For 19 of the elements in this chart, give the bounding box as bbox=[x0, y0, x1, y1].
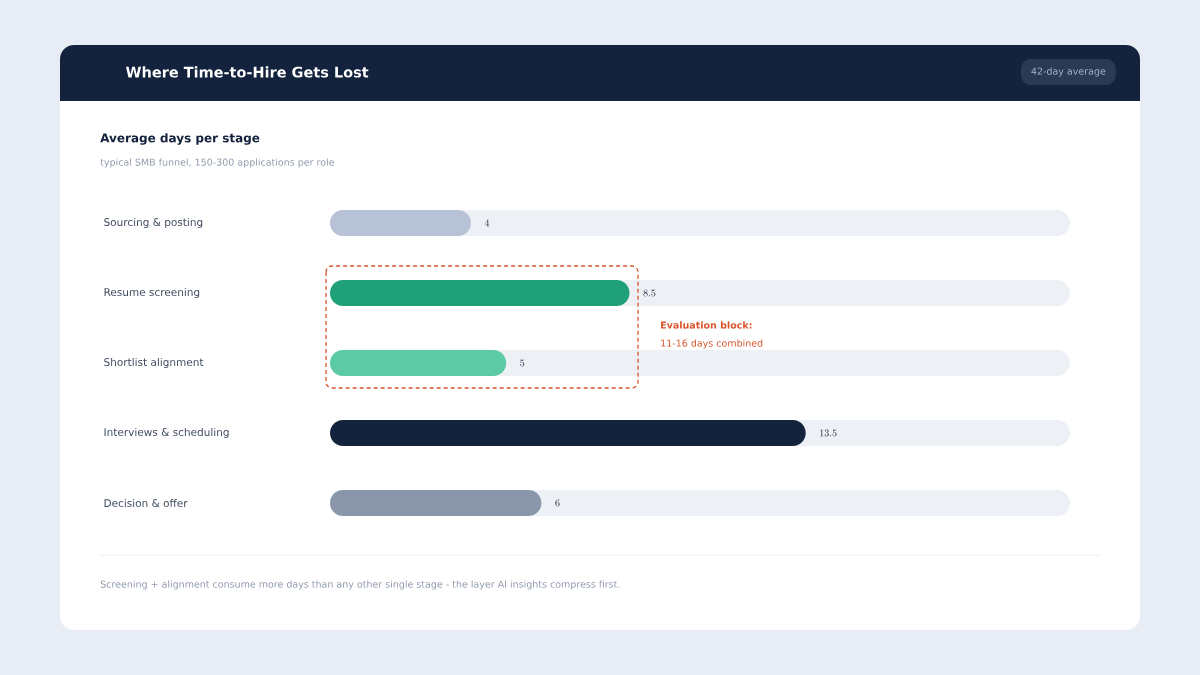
annotation: Evaluation block: bbox=[661, 321, 752, 329]
data-label: 5 bbox=[520, 359, 525, 367]
data-label: 4 bbox=[484, 219, 490, 227]
text: Screening + alignment consume more days than any other single stage - the layer AI insights compress first. bbox=[100, 580, 620, 590]
annotation: 11-16 days combined bbox=[661, 339, 763, 349]
y-tick-label: Decision & offer bbox=[104, 498, 188, 508]
data-label: 8.5 bbox=[643, 289, 656, 297]
text: 42-day average bbox=[1031, 67, 1106, 77]
bar bbox=[330, 210, 471, 236]
y-tick-label: Interviews & scheduling bbox=[104, 427, 229, 439]
text: Average days per stage bbox=[100, 133, 260, 145]
y-tick-label: Resume screening bbox=[104, 287, 200, 299]
text: typical SMB funnel, 150-300 applications per role bbox=[100, 158, 335, 168]
bar bbox=[330, 350, 507, 376]
y-tick-label: Sourcing & posting bbox=[104, 217, 203, 229]
y-tick-label: Shortlist alignment bbox=[104, 357, 204, 369]
data-label: 13.5 bbox=[820, 429, 837, 437]
data-label: 6 bbox=[555, 499, 560, 507]
chart-title: Where Time-to-Hire Gets Lost bbox=[125, 66, 369, 78]
